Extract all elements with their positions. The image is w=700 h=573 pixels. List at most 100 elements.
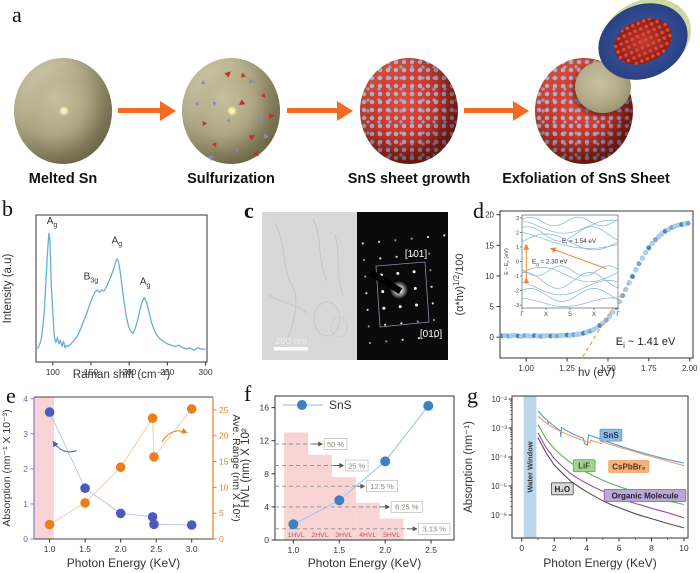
svg-text:0: 0	[23, 534, 28, 544]
absorption-range-chart: 1.0 1.5 2.0 2.5 3.0 0 1 2 3 4 0 5 10 15 20 25 Photon Ene…	[1, 394, 240, 570]
series-label-cspbbr: CsPbBr₃	[612, 463, 645, 472]
sulfur-molecule-icon: ▲	[265, 109, 279, 122]
svg-text:1: 1	[23, 499, 28, 509]
hvl-legend-label: SnS	[329, 398, 352, 412]
sulfur-molecule-icon: ▲	[210, 139, 221, 151]
svg-text:20: 20	[485, 211, 494, 220]
inset-y-axis-label: E - EF (eV)	[504, 248, 511, 275]
tauc-y-axis-label: (α*hν)1/2/100	[452, 254, 466, 316]
series-label-ho: H₂O	[555, 485, 571, 494]
svg-text:Γ: Γ	[616, 312, 620, 318]
svg-text:12: 12	[260, 436, 270, 446]
step-label-exfoliation: Exfoliation of SnS Sheet	[502, 171, 670, 187]
step-label-sulfurization: Sulfurization	[187, 171, 275, 187]
process-arrow-1	[118, 100, 176, 121]
xray-absorption-chart: Water Window 0 2 4 6 8 10 10⁻² 10⁻³ 10⁻⁴ 10⁻⁵ 10⁻⁶ P…	[463, 395, 689, 570]
direct-gap-label: Eg = 2.30 eV	[532, 259, 568, 267]
svg-text:10: 10	[219, 482, 229, 492]
raman-y-axis-label: Intensity (a.u)	[2, 253, 14, 323]
hvl-y-axis-label: HVL (nm) X 10²	[240, 428, 252, 508]
svg-text:3: 3	[23, 429, 28, 439]
tem-saed-image: [101] [010] 200 nm	[262, 212, 448, 360]
svg-text:2.5: 2.5	[425, 545, 437, 555]
sulfur-molecule-icon: ▲	[197, 117, 210, 129]
raman-peak-label: Ag	[112, 235, 123, 248]
svg-text:2.00: 2.00	[682, 364, 698, 373]
series-label-organicmolecule: Organic Molecule	[612, 492, 679, 501]
melted-sn-sphere	[14, 58, 112, 164]
svg-text:X: X	[592, 312, 596, 318]
svg-text:10⁻⁴: 10⁻⁴	[491, 453, 507, 462]
svg-text:Γ: Γ	[520, 312, 524, 318]
tin-molecule-icon: ▲	[199, 79, 207, 87]
sulfur-molecule-icon: ▲	[234, 96, 249, 111]
panel-a-schematic: ▲ ▲ ▲ ▲ ▲ ▲ ▲ ▲ ▲ ▲ ▲ ▲ ▲ ▲ ▲ ▲ ▲ ▲ Melted Sn Sulfurizati…	[0, 0, 700, 195]
panel-letter-a: a	[12, 2, 22, 27]
raman-peak-label: Ag	[47, 216, 58, 229]
svg-text:8: 8	[649, 543, 654, 553]
step-label-melted-sn: Melted Sn	[28, 171, 98, 187]
sphere-glint	[59, 105, 70, 116]
hvl-chart: 1HVL 2HVL 3HVL 4HVL 5HVL 1.0 1.5 2.0 2.5 0 4 8 12 16 P…	[240, 395, 455, 570]
svg-text:100: 100	[46, 367, 60, 377]
saed-zone-101-label: [101]	[405, 249, 427, 260]
raman-x-axis-label: Raman shift (cm⁻¹)	[73, 369, 171, 380]
svg-text:0: 0	[516, 260, 519, 266]
sns-sheet-growth-sphere	[360, 58, 458, 164]
sulfur-molecule-icon: ▲	[237, 68, 248, 80]
svg-text:2: 2	[23, 464, 28, 474]
hvl-step-label: 2HVL	[311, 532, 328, 539]
svg-text:1.75: 1.75	[641, 364, 657, 373]
indirect-gap-label: Ei = 1.54 eV	[562, 238, 597, 246]
panel-letter-c: c	[244, 198, 254, 223]
svg-text:0: 0	[219, 534, 224, 544]
sulfur-molecule-icon: ▲	[258, 90, 271, 103]
transmission-percent-label: 50 %	[327, 440, 344, 449]
sulfurization-sphere: ▲ ▲ ▲ ▲ ▲ ▲ ▲ ▲ ▲ ▲ ▲ ▲ ▲ ▲ ▲ ▲ ▲ ▲	[182, 58, 280, 164]
svg-text:150: 150	[84, 367, 98, 377]
log-y-axis-label: Absorption (nm⁻¹)	[463, 421, 475, 513]
svg-text:250: 250	[160, 367, 174, 377]
svg-text:1.0: 1.0	[287, 545, 299, 555]
svg-text:S: S	[568, 312, 572, 318]
svg-text:8: 8	[264, 469, 269, 479]
svg-text:1: 1	[516, 245, 519, 251]
svg-text:20: 20	[219, 431, 229, 441]
tin-molecule-icon: ▲	[203, 151, 217, 164]
svg-text:10: 10	[485, 272, 494, 281]
svg-text:2.0: 2.0	[379, 545, 391, 555]
transmission-percent-label: 12.5 %	[370, 482, 394, 491]
tin-molecule-icon: ▲	[192, 99, 203, 109]
series-label-lif: LiF	[578, 462, 590, 471]
tem-scale-bar	[274, 347, 308, 351]
svg-text:0: 0	[264, 535, 269, 545]
saed-zone-010-label: [010]	[420, 329, 442, 340]
svg-text:3.0: 3.0	[186, 544, 198, 554]
raman-spectrum-chart: 100 150 200 250 300 Raman shift (cm⁻¹) Intensi…	[2, 214, 213, 380]
log-x-axis-label: Photon Energy (KeV)	[543, 556, 656, 570]
svg-text:-1: -1	[514, 274, 519, 280]
svg-text:4: 4	[584, 543, 589, 553]
svg-text:1.0: 1.0	[44, 544, 56, 554]
hvl-x-axis-label: Photon Energy (KeV)	[308, 556, 421, 570]
tin-molecule-icon: ▲	[252, 114, 265, 126]
hvl-step-label: 5HVL	[383, 532, 400, 539]
svg-text:25: 25	[219, 405, 229, 415]
hvl-step-label: 1HVL	[288, 532, 305, 539]
svg-text:1.5: 1.5	[333, 545, 345, 555]
tin-molecule-icon: ▲	[246, 76, 257, 87]
svg-text:2: 2	[552, 543, 557, 553]
svg-text:15: 15	[219, 457, 229, 467]
series-label-sns: SnS	[603, 431, 619, 440]
raman-peak-label: B3g	[84, 271, 99, 284]
raman-peak-label: Ag	[140, 277, 151, 290]
process-arrow-2	[287, 100, 353, 121]
svg-text:5: 5	[490, 303, 495, 312]
svg-text:16: 16	[260, 403, 270, 413]
hvl-step-label: 4HVL	[359, 532, 376, 539]
dual-x-axis-label: Photon Energy (KeV)	[67, 556, 180, 570]
tin-molecule-icon: ▲	[231, 145, 242, 156]
svg-text:3: 3	[516, 216, 519, 222]
tem-scale-bar-label: 200 nm	[275, 336, 307, 347]
